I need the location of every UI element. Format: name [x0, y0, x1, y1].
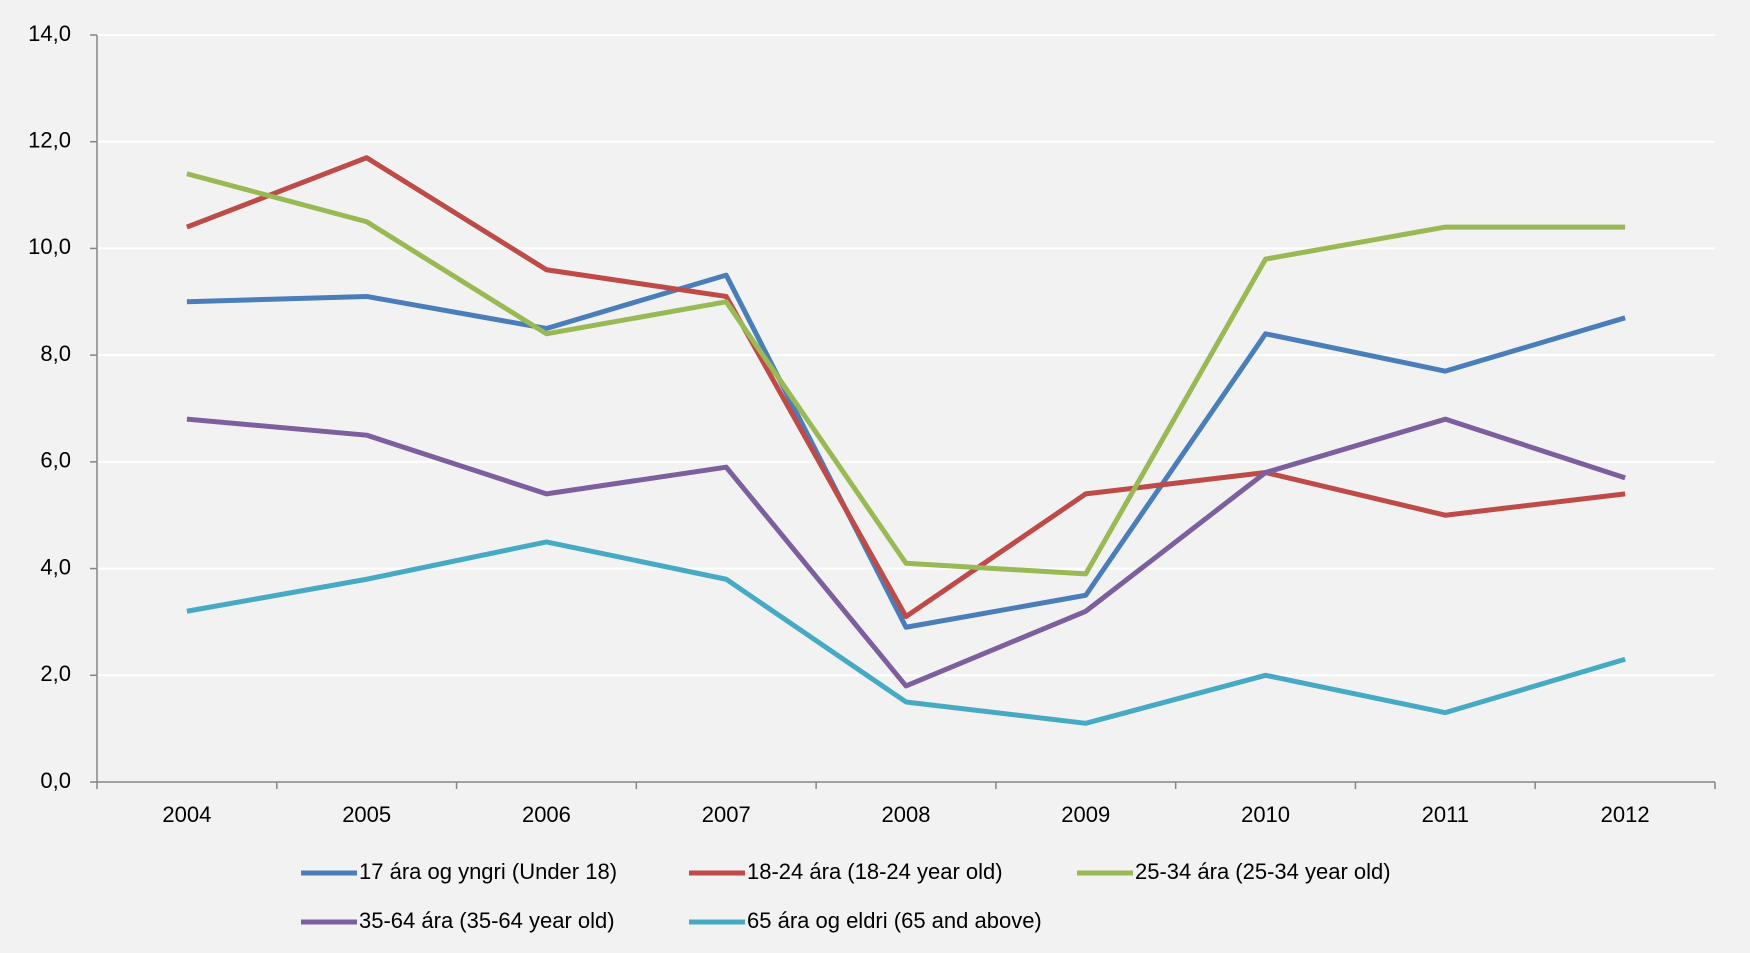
x-tick-label: 2007 — [702, 802, 751, 827]
x-tick-label: 2008 — [882, 802, 931, 827]
y-tick-label: 12,0 — [28, 128, 71, 153]
legend-label: 25-34 ára (25-34 year old) — [1135, 859, 1391, 884]
series-line — [185, 155, 1626, 620]
y-tick-label: 0,0 — [40, 768, 71, 793]
x-tick-label: 2011 — [1422, 802, 1469, 827]
x-tick-label: 2005 — [342, 802, 391, 827]
series-line — [186, 539, 1626, 726]
series-line — [186, 272, 1626, 630]
y-tick-label: 4,0 — [40, 554, 71, 579]
legend-label: 65 ára og eldri (65 and above) — [747, 908, 1042, 933]
y-tick-label: 14,0 — [28, 21, 71, 46]
y-tick-label: 6,0 — [40, 448, 71, 473]
legend-label: 17 ára og yngri (Under 18) — [359, 859, 617, 884]
x-tick-label: 2004 — [162, 802, 211, 827]
x-tick-label: 2009 — [1061, 802, 1110, 827]
x-tick-label: 2010 — [1241, 802, 1290, 827]
series-line — [186, 171, 1626, 577]
x-tick-label: 2006 — [522, 802, 571, 827]
legend-label: 35-64 ára (35-64 year old) — [359, 908, 615, 933]
x-tick-label: 2012 — [1601, 802, 1650, 827]
legend-label: 18-24 ára (18-24 year old) — [747, 859, 1003, 884]
y-tick-label: 2,0 — [40, 661, 71, 686]
y-tick-label: 8,0 — [40, 341, 71, 366]
y-tick-label: 10,0 — [28, 234, 71, 259]
series-line — [186, 416, 1626, 689]
